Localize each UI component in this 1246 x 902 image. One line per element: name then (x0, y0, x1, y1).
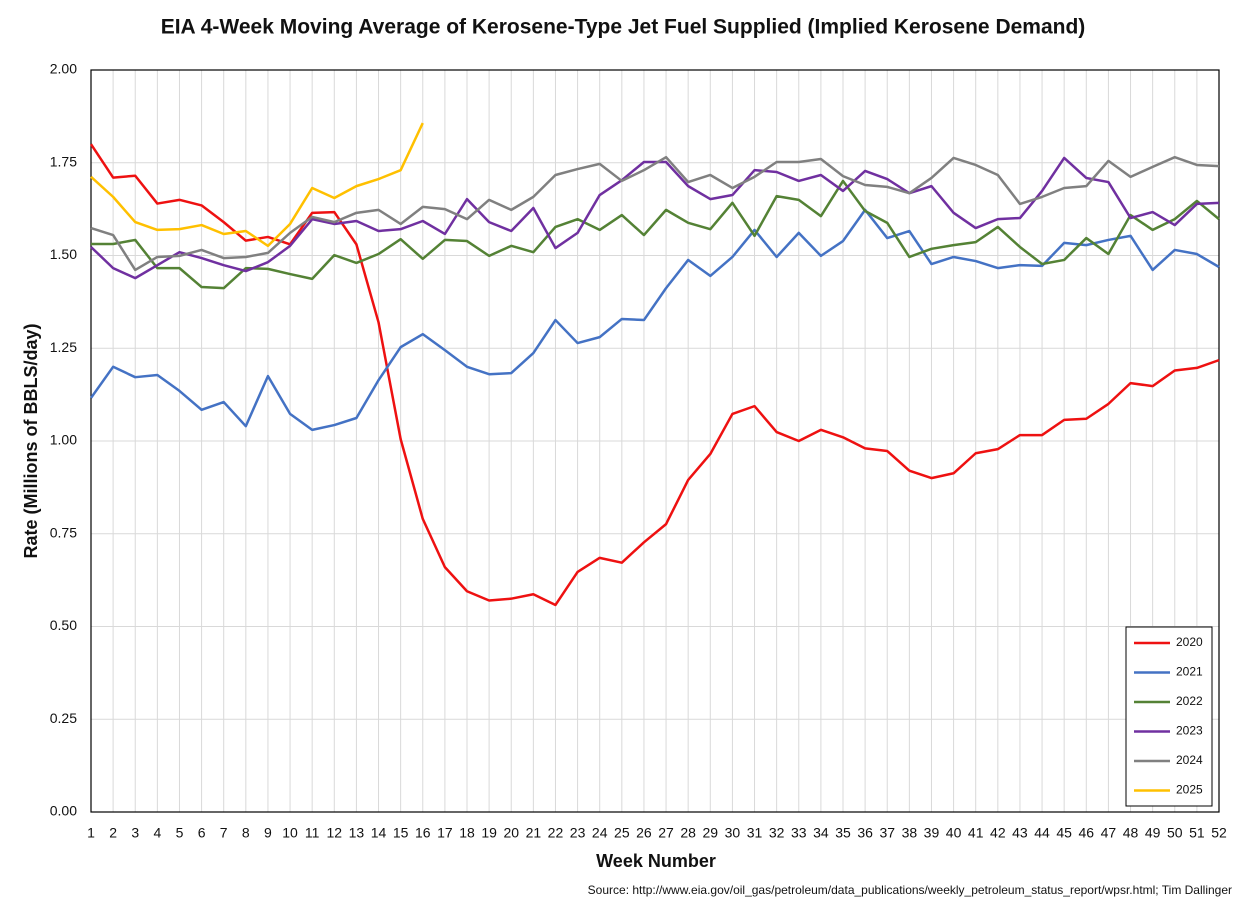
x-tick-label: 2 (109, 825, 117, 841)
series-line (89, 143, 1220, 607)
x-tick-label: 50 (1167, 825, 1183, 841)
x-tick-label: 36 (857, 825, 873, 841)
x-tick-label: 32 (769, 825, 785, 841)
x-tick-label: 13 (349, 825, 365, 841)
x-tick-label: 43 (1012, 825, 1028, 841)
x-tick-label: 20 (503, 825, 519, 841)
y-tick-label: 1.25 (50, 339, 77, 355)
x-tick-label: 38 (902, 825, 918, 841)
legend-label: 2024 (1176, 753, 1203, 767)
x-tick-label: 48 (1123, 825, 1139, 841)
x-tick-label: 18 (459, 825, 475, 841)
x-tick-label: 3 (131, 825, 139, 841)
legend-label: 2023 (1176, 724, 1203, 738)
x-tick-label: 29 (703, 825, 719, 841)
x-tick-label: 6 (198, 825, 206, 841)
legend-label: 2022 (1176, 694, 1203, 708)
legend-label: 2025 (1176, 783, 1203, 797)
x-axis-title: Week Number (596, 851, 716, 871)
x-tick-label: 17 (437, 825, 453, 841)
x-tick-label: 35 (835, 825, 851, 841)
x-tick-label: 33 (791, 825, 807, 841)
x-tick-label: 1 (87, 825, 95, 841)
series-line (90, 155, 1220, 272)
x-tick-label: 46 (1079, 825, 1095, 841)
x-tick-label: 26 (636, 825, 652, 841)
x-tick-label: 4 (153, 825, 161, 841)
x-tick-label: 28 (680, 825, 696, 841)
x-tick-label: 16 (415, 825, 431, 841)
legend-label: 2020 (1176, 635, 1203, 649)
x-tick-label: 45 (1056, 825, 1072, 841)
x-tick-label: 25 (614, 825, 630, 841)
x-tick-label: 24 (592, 825, 608, 841)
y-axis-title: Rate (Millions of BBLS/day) (21, 323, 41, 558)
source-note: Source: http://www.eia.gov/oil_gas/petro… (588, 883, 1232, 897)
x-tick-label: 23 (570, 825, 586, 841)
x-tick-label: 14 (371, 825, 387, 841)
y-tick-label: 0.50 (50, 617, 77, 633)
x-tick-label: 21 (526, 825, 542, 841)
x-tick-label: 41 (968, 825, 984, 841)
series-line (89, 208, 1220, 432)
series-line (90, 156, 1220, 280)
legend-box (1125, 626, 1213, 807)
x-tick-label: 27 (658, 825, 674, 841)
x-tick-label: 8 (242, 825, 250, 841)
x-tick-label: 39 (924, 825, 940, 841)
x-tick-label: 37 (879, 825, 895, 841)
x-tick-label: 15 (393, 825, 409, 841)
x-tick-label: 44 (1034, 825, 1050, 841)
x-tick-label: 52 (1211, 825, 1227, 841)
x-tick-label: 30 (725, 825, 741, 841)
y-tick-label: 2.00 (50, 61, 77, 77)
x-tick-label: 12 (327, 825, 343, 841)
x-tick-label: 5 (176, 825, 184, 841)
series-line (91, 179, 1220, 290)
y-tick-label: 0.00 (50, 803, 77, 819)
y-tick-label: 0.75 (50, 524, 77, 540)
y-tick-label: 1.00 (50, 432, 77, 448)
legend: 2020 2021 2022 2023 2024 2025 (1125, 626, 1213, 807)
y-tick-label: 0.25 (50, 710, 77, 726)
x-tick-label: 47 (1101, 825, 1117, 841)
x-tick-label: 42 (990, 825, 1006, 841)
x-tick-label: 31 (747, 825, 763, 841)
x-tick-label: 49 (1145, 825, 1161, 841)
chart-title: EIA 4-Week Moving Average of Kerosene-Ty… (161, 16, 1086, 39)
legend-label: 2021 (1176, 665, 1203, 679)
x-tick-label: 9 (264, 825, 272, 841)
series-line (90, 122, 424, 248)
x-tick-label: 34 (813, 825, 829, 841)
x-tick-label: 19 (481, 825, 497, 841)
plot-border (90, 69, 1220, 813)
x-tick-label: 22 (548, 825, 564, 841)
x-tick-label: 51 (1189, 825, 1205, 841)
y-tick-label: 1.75 (50, 153, 77, 169)
y-tick-label: 1.50 (50, 246, 77, 262)
x-tick-label: 11 (305, 825, 320, 841)
x-tick-label: 40 (946, 825, 962, 841)
x-tick-label: 10 (282, 825, 298, 841)
x-tick-label: 7 (220, 825, 228, 841)
